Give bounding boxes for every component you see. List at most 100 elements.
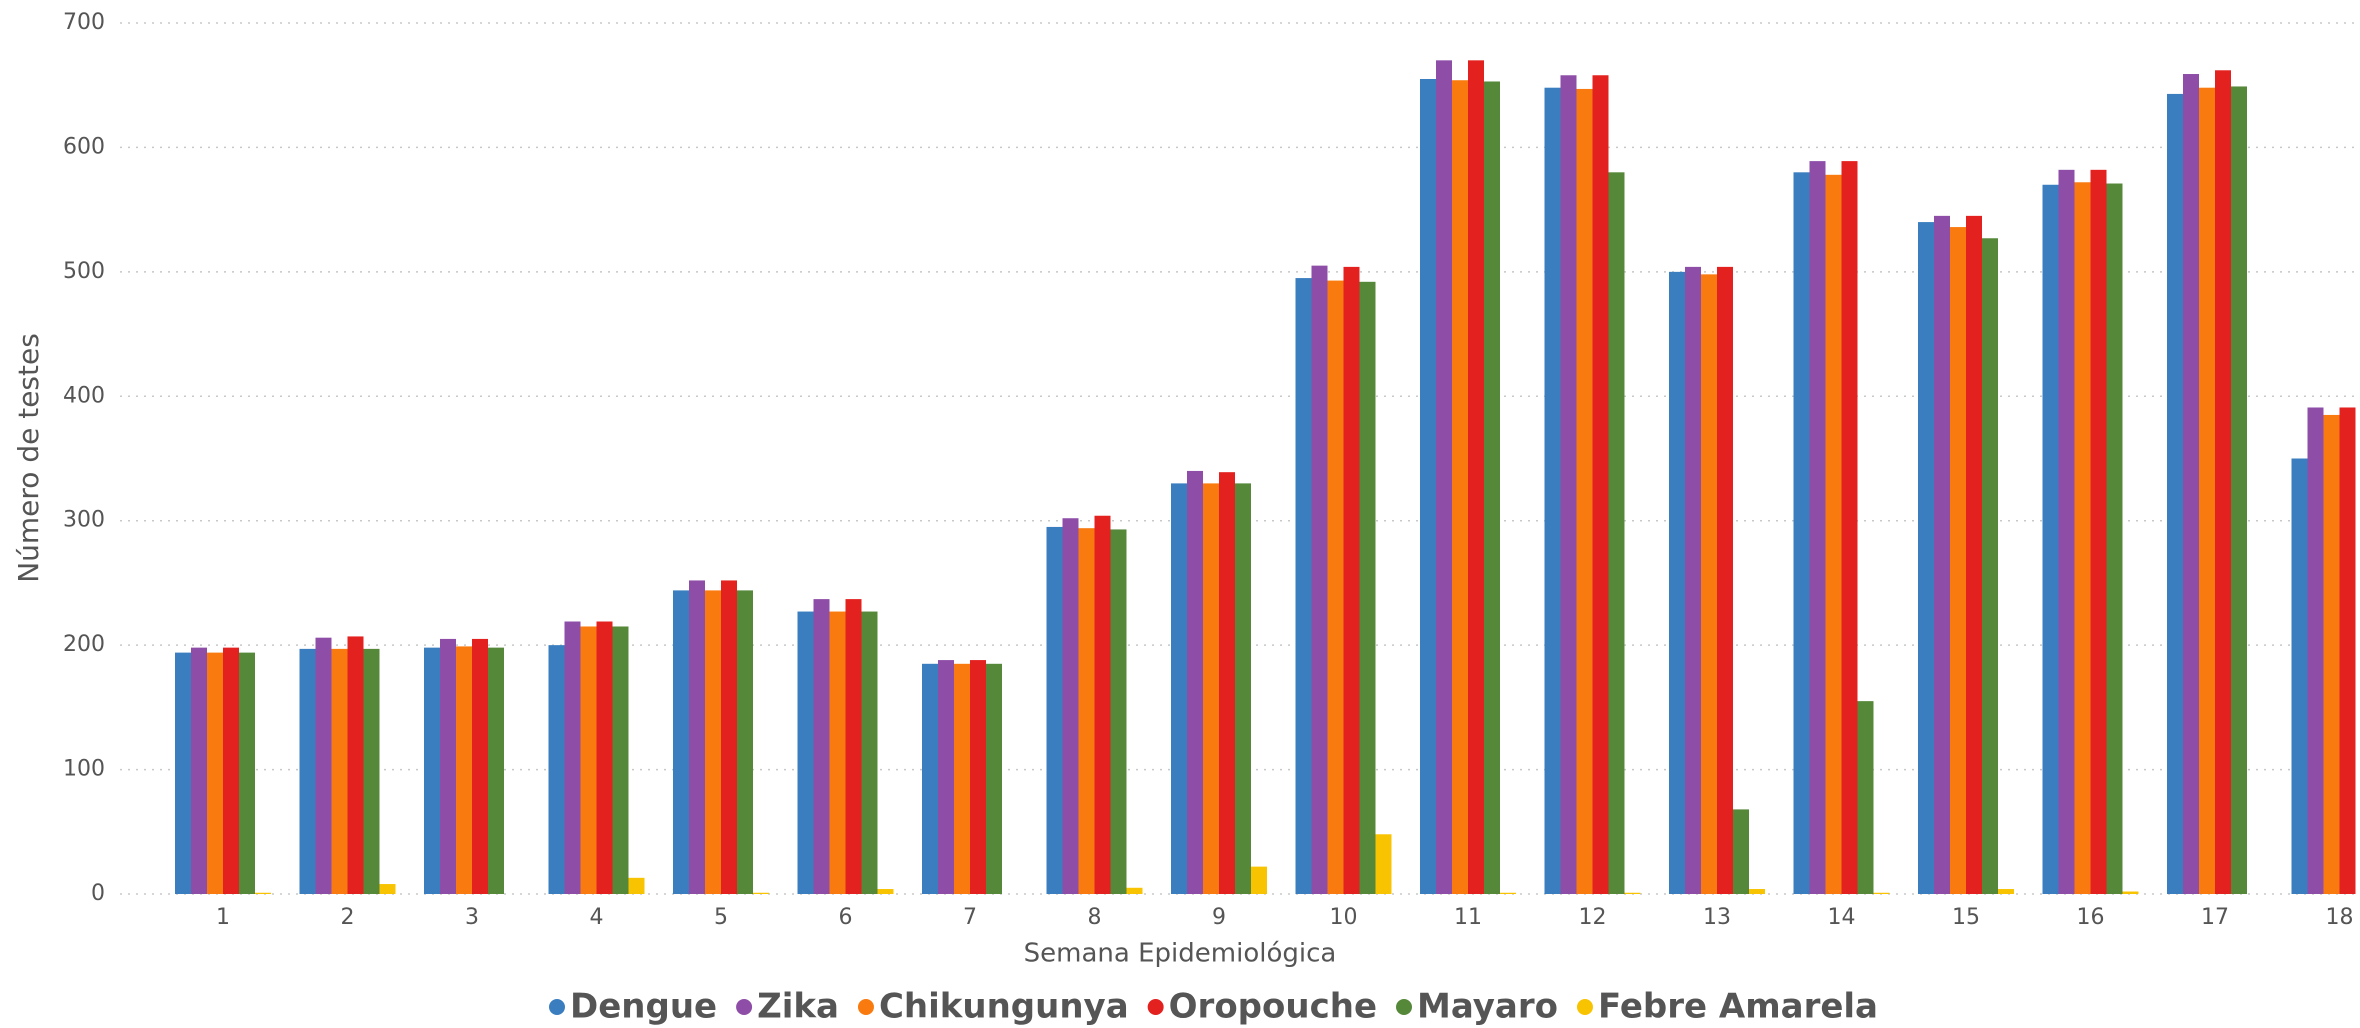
bar xyxy=(970,660,986,894)
bar xyxy=(1841,161,1858,894)
bar xyxy=(1717,266,1733,894)
bar xyxy=(1749,889,1765,894)
x-tick-label: 13 xyxy=(1703,905,1731,930)
bar xyxy=(845,599,862,894)
bar xyxy=(1934,215,1950,895)
bar xyxy=(721,580,737,894)
bar xyxy=(363,648,380,894)
bar xyxy=(1468,60,1484,895)
bar xyxy=(1046,526,1063,894)
bar xyxy=(1608,172,1625,895)
bar xyxy=(2183,74,2199,894)
bar xyxy=(1733,809,1749,894)
bar xyxy=(1062,518,1079,894)
bar xyxy=(2074,182,2091,895)
bar xyxy=(379,884,396,894)
bar xyxy=(1219,472,1235,894)
bar xyxy=(1669,271,1685,894)
y-tick-label: 100 xyxy=(63,757,105,782)
bar xyxy=(1918,222,1934,895)
bar xyxy=(1235,483,1251,894)
y-tick-label: 600 xyxy=(63,134,105,159)
bar xyxy=(689,580,705,894)
bar xyxy=(1187,470,1203,894)
bar xyxy=(456,646,472,894)
legend-label: Mayaro xyxy=(1417,987,1558,1027)
x-tick-label: 6 xyxy=(839,905,853,930)
legend-label: Febre Amarela xyxy=(1598,987,1878,1027)
y-tick-label: 500 xyxy=(63,259,105,284)
legend-label: Chikungunya xyxy=(879,987,1129,1027)
bar xyxy=(1295,278,1312,894)
bar xyxy=(1452,80,1468,895)
bar xyxy=(1094,515,1111,894)
bar xyxy=(1420,78,1436,894)
bar xyxy=(1436,60,1452,895)
bar xyxy=(1343,266,1360,894)
bar xyxy=(753,892,769,894)
x-tick-label: 8 xyxy=(1088,905,1102,930)
bar xyxy=(1251,866,1267,894)
bar xyxy=(299,648,316,894)
bar xyxy=(1825,174,1842,894)
legend-label: Oropouche xyxy=(1169,987,1377,1027)
x-tick-label: 5 xyxy=(714,905,728,930)
bar xyxy=(472,638,488,894)
x-tick-label: 11 xyxy=(1454,905,1482,930)
x-tick-label: 10 xyxy=(1330,905,1358,930)
bar xyxy=(207,652,223,894)
bar xyxy=(2291,458,2308,894)
y-axis-title: Número de testes xyxy=(12,333,45,583)
bar xyxy=(1500,892,1516,894)
bar xyxy=(488,647,504,894)
bar xyxy=(1327,280,1344,894)
bar xyxy=(1171,483,1187,894)
legend-swatch xyxy=(857,999,874,1015)
bar xyxy=(331,648,348,894)
bar xyxy=(255,892,271,894)
x-tick-label: 14 xyxy=(1828,905,1856,930)
y-tick-label: 200 xyxy=(63,632,105,657)
y-tick-label: 700 xyxy=(63,10,105,35)
bar xyxy=(1560,75,1577,894)
x-axis-title: Semana Epidemiológica xyxy=(1024,939,1337,969)
bar xyxy=(2122,891,2139,894)
bar xyxy=(1078,528,1095,894)
bar xyxy=(2167,93,2183,894)
bar xyxy=(877,889,894,894)
x-tick-label: 16 xyxy=(2077,905,2105,930)
bar xyxy=(705,590,721,894)
legend-swatch xyxy=(1576,999,1593,1015)
bar xyxy=(596,621,613,894)
bar xyxy=(612,626,629,894)
bar xyxy=(1311,265,1328,894)
bar xyxy=(424,647,440,894)
bar xyxy=(2058,169,2075,895)
bar xyxy=(315,637,332,894)
bar xyxy=(1857,701,1874,894)
bar xyxy=(1544,87,1561,894)
bar xyxy=(1126,887,1143,894)
x-tick-label: 15 xyxy=(1952,905,1980,930)
bar xyxy=(1966,215,1982,895)
x-tick-label: 2 xyxy=(341,905,355,930)
bar xyxy=(175,652,191,894)
bar xyxy=(954,663,970,894)
bar xyxy=(2199,87,2215,894)
bar xyxy=(1809,161,1826,894)
bar xyxy=(1950,227,1966,894)
bar xyxy=(2307,407,2324,894)
bar xyxy=(1701,274,1717,894)
bar xyxy=(1592,75,1609,894)
x-tick-label: 12 xyxy=(1579,905,1607,930)
bar xyxy=(2231,86,2247,895)
bar xyxy=(938,660,954,894)
bar xyxy=(191,647,207,894)
bar xyxy=(2042,184,2059,894)
bar xyxy=(1998,889,2014,894)
bar xyxy=(986,663,1002,894)
bar xyxy=(737,590,753,894)
bar xyxy=(829,611,846,894)
